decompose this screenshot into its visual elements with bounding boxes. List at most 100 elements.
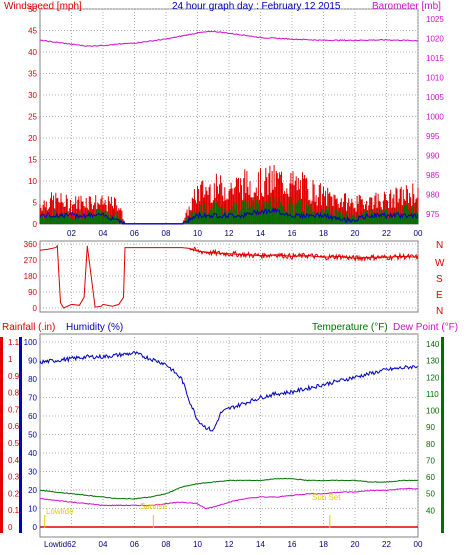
temperature-tick-label: 140 xyxy=(426,340,440,349)
direction-tick-label: 360 xyxy=(24,240,38,249)
x-tick-label-top: 20 xyxy=(351,229,360,238)
wind-direction-series xyxy=(39,244,419,309)
rain-humidity-plot xyxy=(0,337,444,533)
barometer-tick-label: 1025 xyxy=(426,15,444,24)
direction-plot xyxy=(39,244,419,309)
humidity-tick-label: 80 xyxy=(28,375,37,384)
x-tick-label-top: 06 xyxy=(130,229,139,238)
barometer-tick-label: 1000 xyxy=(426,113,444,122)
average-wind-series xyxy=(39,206,419,226)
wind-direction-detail xyxy=(189,246,419,262)
humidity-tick-label: 20 xyxy=(28,486,37,495)
x-tick-label-bottom: 10 xyxy=(193,540,202,549)
humidity-axis-bar xyxy=(19,337,22,533)
x-tick-label-top: 14 xyxy=(256,229,265,238)
windspeed-tick-label: 15 xyxy=(28,156,37,165)
humidity-tick-label: 30 xyxy=(28,468,37,477)
barometer-series xyxy=(39,30,419,47)
rainfall-tick-label: 0.2 xyxy=(8,489,20,498)
barometer-tick-label: 980 xyxy=(426,191,440,200)
barometer-tick-label: 1010 xyxy=(426,73,444,82)
temperature-tick-label: 70 xyxy=(426,456,435,465)
wind-baro-plot xyxy=(39,30,419,226)
barometer-tick-label: 990 xyxy=(426,152,440,161)
temperature-tick-label: 40 xyxy=(426,506,435,515)
rainfall-tick-label: 1.1 xyxy=(8,338,20,347)
dewpoint-series xyxy=(40,487,419,510)
humidity-tick-label: 0 xyxy=(33,523,38,532)
humidity-tick-label: 90 xyxy=(28,357,37,366)
temperature-tick-label: 60 xyxy=(426,473,435,482)
temperature-tick-label: 120 xyxy=(426,373,440,382)
windspeed-tick-label: 45 xyxy=(28,27,37,36)
axis-ticks: 0510152025303540455097598098599099510001… xyxy=(8,5,444,549)
compass-n-bottom: N xyxy=(436,306,443,317)
x-tick-label-bottom: 16 xyxy=(288,540,297,549)
x-tick-label-top: 02 xyxy=(67,229,76,238)
rainfall-tick-label: 1 xyxy=(8,355,13,364)
rainfall-tick-label: 0.8 xyxy=(8,389,20,398)
compass-n-top: N xyxy=(436,240,443,251)
humidity-tick-label: 100 xyxy=(24,338,38,347)
x-tick-label-top: 10 xyxy=(193,229,202,238)
temperature-tick-label: 110 xyxy=(426,390,439,399)
x-tick-label-top: 08 xyxy=(162,229,171,238)
temperature-tick-label: 100 xyxy=(426,407,440,416)
x-tick-label-top: 16 xyxy=(288,229,297,238)
compass-e: E xyxy=(436,290,443,301)
x-tick-label-bottom: 00 xyxy=(414,540,423,549)
x-tick-label-bottom: 14 xyxy=(256,540,265,549)
x-tick-label-bottom: 20 xyxy=(351,540,360,549)
windspeed-tick-label: 30 xyxy=(28,91,37,100)
humidity-tick-label: 50 xyxy=(28,431,37,440)
x-tick-label-bottom: 08 xyxy=(162,540,171,549)
windspeed-axis-label: Windspeed [mph] xyxy=(4,1,82,12)
barometer-tick-label: 1015 xyxy=(426,54,444,63)
direction-tick-label: 180 xyxy=(24,272,38,281)
x-tick-label-bottom: 22 xyxy=(382,540,391,549)
direction-tick-label: 90 xyxy=(28,288,37,297)
x-tick-label-top: 22 xyxy=(382,229,391,238)
chart-title: 24 hour graph day : February 12 2015 xyxy=(172,1,341,12)
temperature-tick-label: 80 xyxy=(426,440,435,449)
x-tick-label-top: 00 xyxy=(414,229,423,238)
x-tick-label-bottom: 04 xyxy=(99,540,108,549)
barometer-tick-label: 985 xyxy=(426,171,440,180)
rainfall-axis-label: Rainfall (.in) xyxy=(2,322,55,333)
rainfall-tick-label: 0.5 xyxy=(8,439,20,448)
humidity-tick-label: 70 xyxy=(28,394,37,403)
x-tick-label-bottom: 12 xyxy=(225,540,234,549)
barometer-axis-label: Barometer [mb] xyxy=(372,1,441,12)
temperature-axis-bar xyxy=(441,337,444,533)
temperature-axis-label: Temperature (°F) xyxy=(312,322,388,333)
dewpoint-axis-label: Dew Point (°F) xyxy=(393,322,458,333)
rainfall-tick-label: 0.7 xyxy=(8,405,20,414)
rainfall-tick-label: 0.3 xyxy=(8,473,20,482)
annotation-sunrise: Sunrise xyxy=(140,502,168,511)
compass-s: S xyxy=(436,274,443,285)
temperature-tick-label: 130 xyxy=(426,357,440,366)
windspeed-tick-label: 40 xyxy=(28,48,37,57)
barometer-tick-label: 1005 xyxy=(426,93,444,102)
windspeed-tick-label: 20 xyxy=(28,134,37,143)
barometer-tick-label: 1020 xyxy=(426,34,444,43)
humidity-axis-label: Humidity (%) xyxy=(66,322,123,333)
humidity-tick-label: 40 xyxy=(28,449,37,458)
humidity-series xyxy=(39,351,419,432)
x-tick-label-top: 12 xyxy=(225,229,234,238)
windspeed-tick-label: 5 xyxy=(33,199,38,208)
rainfall-tick-label: 0.9 xyxy=(8,372,20,381)
annotation-sunset: Sun Set xyxy=(312,493,341,502)
annotation-lowtide-time: Lowtid62 xyxy=(44,540,77,549)
compass-w: W xyxy=(435,258,445,269)
barometer-tick-label: 975 xyxy=(426,210,440,219)
rainfall-tick-label: 0.4 xyxy=(8,456,20,465)
direction-tick-label: 270 xyxy=(24,256,38,265)
temperature-series xyxy=(39,477,419,500)
annotation-lowtide: Lowtide xyxy=(46,507,74,516)
temperature-tick-label: 50 xyxy=(426,490,435,499)
direction-tick-label: 0 xyxy=(33,304,38,313)
rainfall-tick-label: 0 xyxy=(8,523,13,532)
temperature-tick-label: 90 xyxy=(426,423,435,432)
